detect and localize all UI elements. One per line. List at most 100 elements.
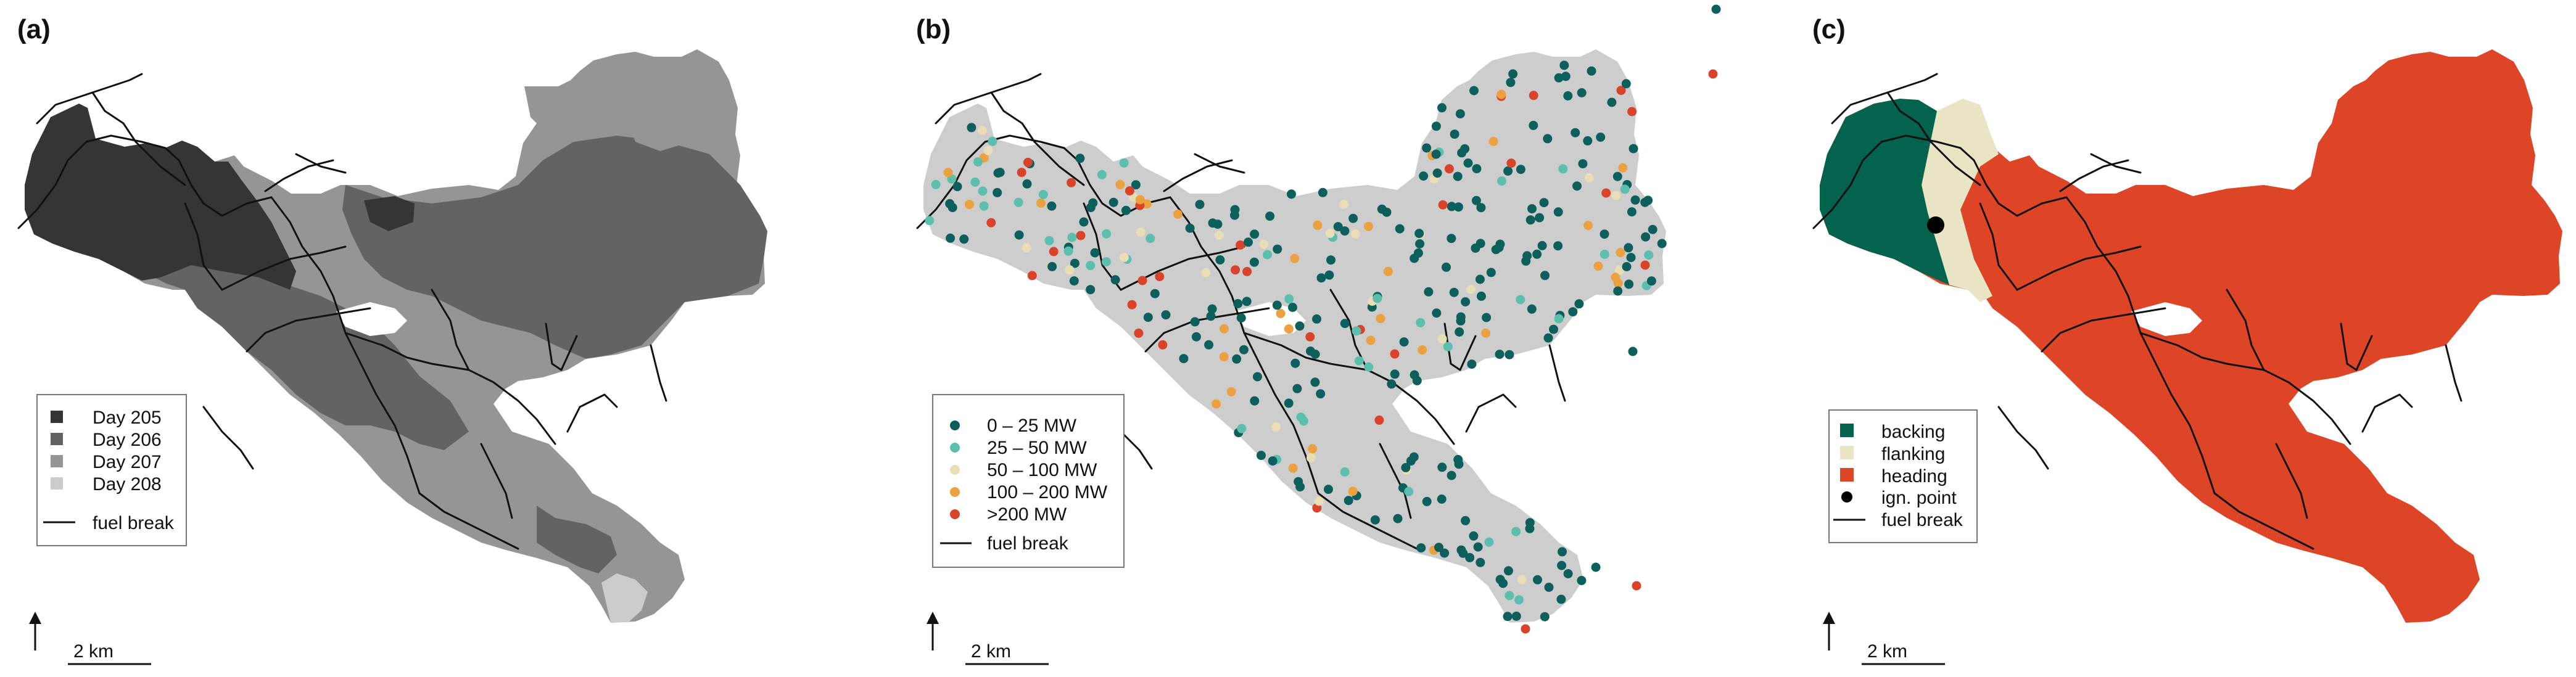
frp-detection-point [1554,73,1564,83]
legend-marker-25-50 [950,443,960,453]
north-arrow [29,612,41,650]
frp-detection-point [1384,266,1393,276]
fuel-break-line [2139,332,2265,371]
frp-detection-point [1503,612,1513,622]
frp-detection-point [1657,239,1667,248]
frp-detection-point [1288,463,1298,473]
frp-detection-point [1390,349,1400,359]
fuel-break-line [134,141,186,186]
frp-detection-point [1641,232,1651,242]
frp-detection-point [1121,205,1131,215]
frp-detection-point [1418,345,1427,355]
frp-detection-point [995,168,1005,177]
frp-detection-point [1415,239,1425,248]
frp-detection-point [1476,203,1486,213]
frp-detection-point [1226,387,1236,396]
frp-detection-point [1284,324,1294,334]
frp-detection-point [1115,179,1125,189]
frp-detection-point [1393,514,1403,523]
fuel-break-line [202,406,254,470]
legend-box [932,394,1125,568]
legend-swatch-day-207 [51,455,63,467]
backing-area [1820,99,1949,285]
frp-detection-point [1627,107,1637,117]
frp-detection-point [1506,158,1516,168]
frp-detection-point [1472,164,1482,174]
frp-detection-point [1476,291,1486,301]
frp-detection-point [1449,287,1459,297]
frp-detection-point [1063,246,1073,256]
frp-detection-point [1476,557,1485,567]
legend-marker-200-plus [950,509,960,519]
fuel-break-line [1243,332,1369,371]
legend-label-day-206: Day 206 [93,430,162,450]
frp-detection-point [1437,494,1447,504]
frp-detection-point [1242,297,1252,306]
frp-detection-point [1333,222,1343,232]
frp-detection-point [1437,462,1447,472]
legend-label-25-50: 25 – 50 MW [987,438,1087,458]
legend-swatch-day-205 [51,411,63,423]
frp-detection-point [1344,496,1353,506]
frp-detection-point [1419,171,1429,181]
legend-swatch-heading [1840,468,1854,482]
frp-detection-point [1207,304,1217,314]
frp-detection-point [1069,276,1079,286]
legend-label-50-100: 50 – 100 MW [987,460,1097,480]
frp-detection-point [1628,347,1638,356]
frp-detection-point [1563,569,1573,578]
frp-detection-point [1263,250,1272,260]
frp-detection-point [1471,244,1480,253]
frp-detection-point [1511,611,1521,621]
frp-detection-point [1413,248,1423,258]
frp-detection-point [1495,575,1505,585]
flanking-area [1922,99,1999,302]
legend-c: backing flanking heading ign. point fuel… [1828,409,1978,543]
frp-detection-point [1600,249,1609,259]
frp-detection-point [1467,359,1477,369]
frp-detection-point [1627,207,1637,217]
frp-detection-point [1466,284,1476,294]
panel-c: (c) backing flanking heading ign. point … [1812,14,2562,665]
frp-detection-point [1036,198,1046,208]
frp-detection-point [1135,195,1145,205]
fuel-break-line [264,159,334,192]
legend-marker-50-100 [950,465,960,475]
frp-detection-point [1313,220,1323,230]
frp-detection-point [1600,229,1609,239]
frp-detection-point [1584,173,1594,183]
frp-detection-point [1556,594,1566,604]
frp-detection-point [1465,552,1475,562]
frp-detection-point [1079,217,1089,227]
frp-detection-point [1626,253,1636,263]
frp-detection-point [1432,308,1442,318]
frp-detection-point [1618,163,1628,173]
frp-detection-point [1527,304,1537,314]
frp-detection-point [1049,247,1059,256]
panel-b: (b) 0 – 25 MW 25 – 50 MW 50 – 100 MW 100… [916,4,1721,665]
frp-detection-point [1577,88,1587,97]
frp-detection-point [978,186,988,196]
fire-area-day-205 [25,104,296,290]
frp-detection-point [1443,342,1453,351]
frp-detection-point [1708,69,1718,79]
frp-detection-point [1516,165,1525,174]
frp-detection-point [1137,276,1147,285]
frp-detection-point [1496,89,1506,99]
frp-detection-point [1563,91,1573,101]
frp-detection-point [1554,314,1564,324]
frp-detection-point [1316,273,1326,283]
frp-detection-point [1127,300,1137,310]
frp-detection-point [1517,575,1527,585]
frp-detection-point [1044,236,1054,245]
frp-detection-point [1553,207,1563,217]
frp-detection-point [993,187,1002,197]
frp-detection-point [1219,352,1229,362]
frp-detection-point [1577,576,1587,585]
fuel-break-line [2263,369,2351,445]
legend-label-0-25: 0 – 25 MW [987,416,1077,436]
fuel-break-line [1317,492,1418,550]
frp-detection-point [1529,120,1538,130]
frp-detection-point [1023,157,1033,167]
frp-detection-point [1630,195,1640,205]
